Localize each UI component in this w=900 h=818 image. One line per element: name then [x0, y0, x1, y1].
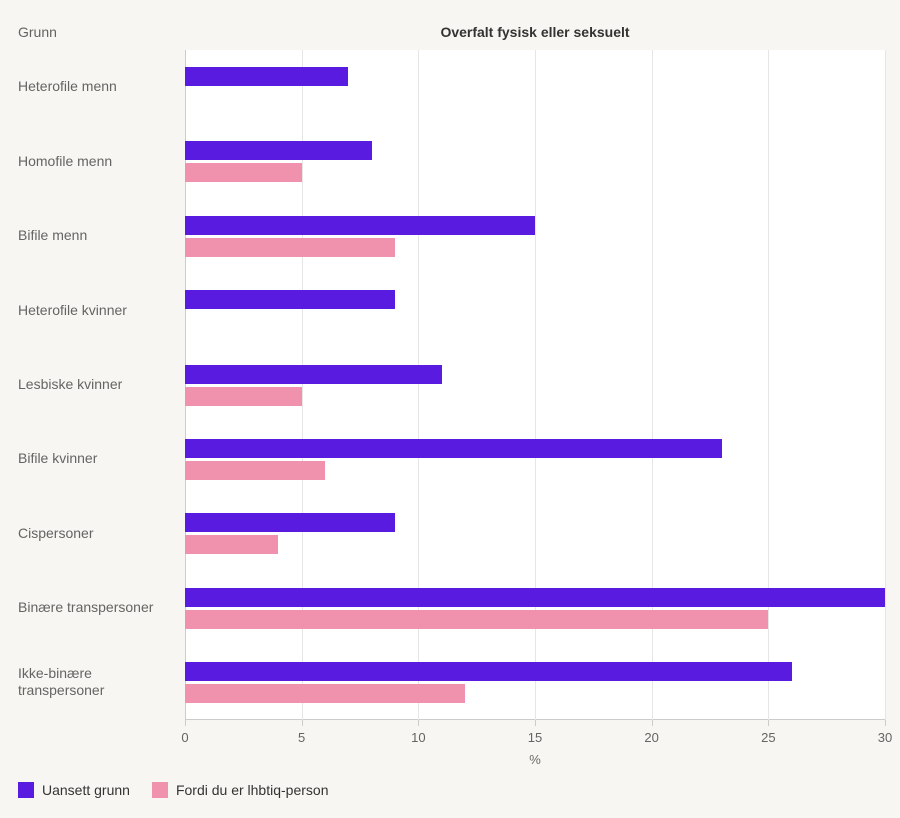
- legend-item: Uansett grunn: [18, 782, 130, 798]
- bar: [185, 216, 535, 235]
- x-tick: [885, 720, 886, 726]
- x-tick-label: 0: [181, 730, 188, 745]
- bar: [185, 684, 465, 703]
- category-label: Bifile menn: [18, 227, 178, 245]
- x-tick: [535, 720, 536, 726]
- x-tick: [652, 720, 653, 726]
- category-label: Cispersoner: [18, 525, 178, 543]
- legend-item: Fordi du er lhbtiq-person: [152, 782, 329, 798]
- bar: [185, 439, 722, 458]
- category-label: Ikke-binæretranspersoner: [18, 665, 178, 700]
- legend-label: Uansett grunn: [42, 782, 130, 798]
- x-tick-label: 30: [878, 730, 892, 745]
- legend-swatch: [152, 782, 168, 798]
- bar: [185, 610, 768, 629]
- category-label: Bifile kvinner: [18, 450, 178, 468]
- bar: [185, 513, 395, 532]
- legend: Uansett grunn Fordi du er lhbtiq-person: [18, 782, 342, 798]
- bar: [185, 238, 395, 257]
- gridline: [885, 50, 886, 720]
- x-tick: [185, 720, 186, 726]
- x-tick-label: 25: [761, 730, 775, 745]
- bar: [185, 535, 278, 554]
- legend-label: Fordi du er lhbtiq-person: [176, 782, 329, 798]
- category-label: Lesbiske kvinner: [18, 376, 178, 394]
- bar: [185, 588, 885, 607]
- x-tick: [768, 720, 769, 726]
- category-label: Binære transpersoner: [18, 599, 178, 617]
- category-label: Heterofile menn: [18, 78, 178, 96]
- x-tick-label: 15: [528, 730, 542, 745]
- bar: [185, 662, 792, 681]
- x-tick: [418, 720, 419, 726]
- category-label: Homofile menn: [18, 153, 178, 171]
- legend-swatch: [18, 782, 34, 798]
- plot-area: [185, 50, 885, 720]
- bar: [185, 163, 302, 182]
- bar: [185, 387, 302, 406]
- bar: [185, 67, 348, 86]
- x-tick-label: 20: [644, 730, 658, 745]
- chart-container: Grunn Overfalt fysisk eller seksuelt % U…: [0, 0, 900, 818]
- chart-title: Overfalt fysisk eller seksuelt: [185, 24, 885, 40]
- column-header: Grunn: [18, 24, 57, 40]
- bar: [185, 365, 442, 384]
- bar: [185, 461, 325, 480]
- bar: [185, 290, 395, 309]
- category-label: Heterofile kvinner: [18, 302, 178, 320]
- x-axis-title: %: [185, 752, 885, 767]
- bar: [185, 141, 372, 160]
- x-tick-label: 10: [411, 730, 425, 745]
- x-tick: [302, 720, 303, 726]
- x-tick-label: 5: [298, 730, 305, 745]
- gridline: [768, 50, 769, 720]
